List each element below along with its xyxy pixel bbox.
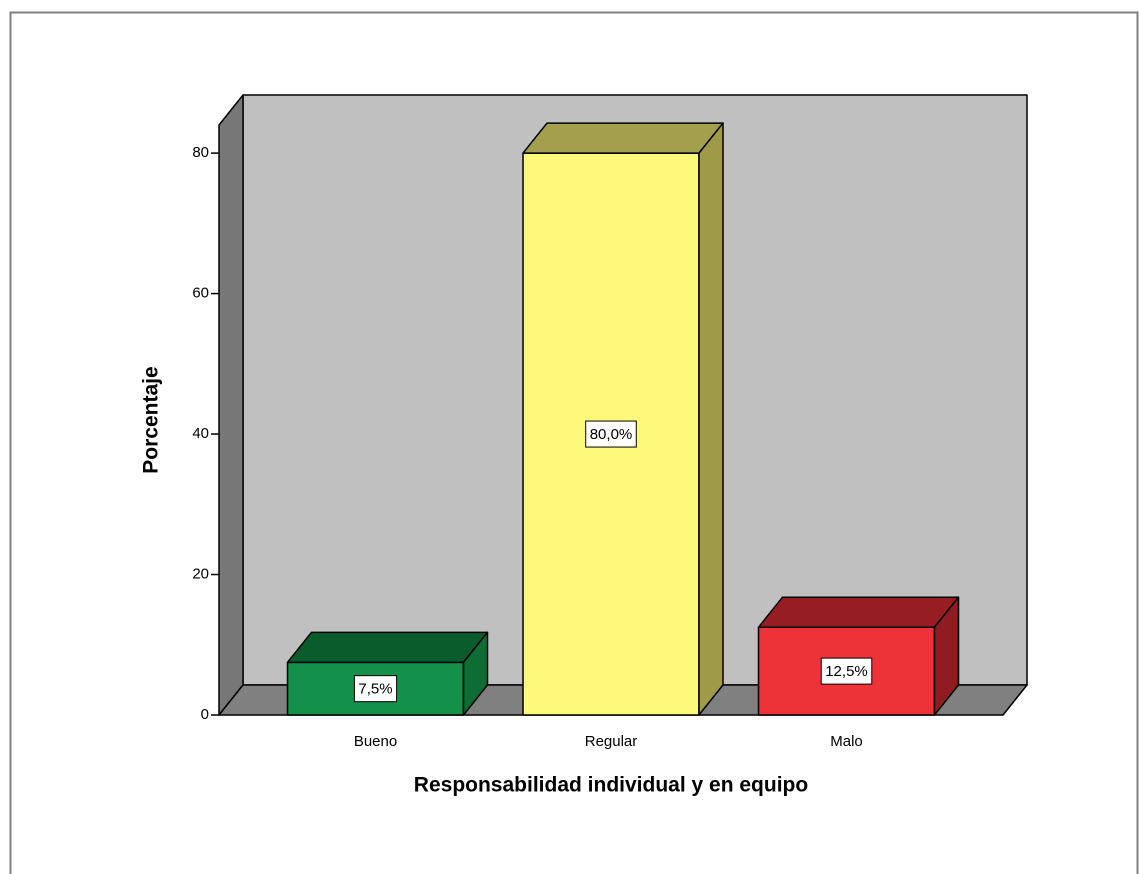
- y-tick-label: 80: [192, 144, 209, 161]
- value-label-box: [820, 657, 873, 685]
- bar-top: [286, 631, 489, 664]
- bar-side: [462, 631, 489, 716]
- x-tick-label: Malo: [830, 733, 863, 750]
- value-label: 80,0%: [590, 426, 633, 443]
- y-axis-title: Porcentaje: [140, 366, 163, 473]
- x-axis-title: Responsabilidad individual y en equipo: [414, 774, 808, 797]
- y-tick-label: 20: [192, 565, 209, 582]
- x-tick-label: Bueno: [354, 733, 397, 750]
- value-label: 12,5%: [825, 663, 868, 680]
- value-label-box: [585, 420, 637, 448]
- y-tick-label: 60: [192, 285, 209, 302]
- y-tick-label: 40: [192, 425, 209, 442]
- x-tick-label: Regular: [585, 733, 638, 750]
- left-wall: [218, 94, 244, 716]
- bar-side: [933, 596, 960, 716]
- y-tick-label: 0: [201, 706, 209, 723]
- bar-top: [757, 596, 960, 628]
- bar-side: [698, 122, 724, 716]
- value-label: 7,5%: [358, 681, 392, 698]
- frame: [9, 11, 1139, 874]
- bar-top: [522, 122, 724, 154]
- value-label-box: [353, 675, 398, 703]
